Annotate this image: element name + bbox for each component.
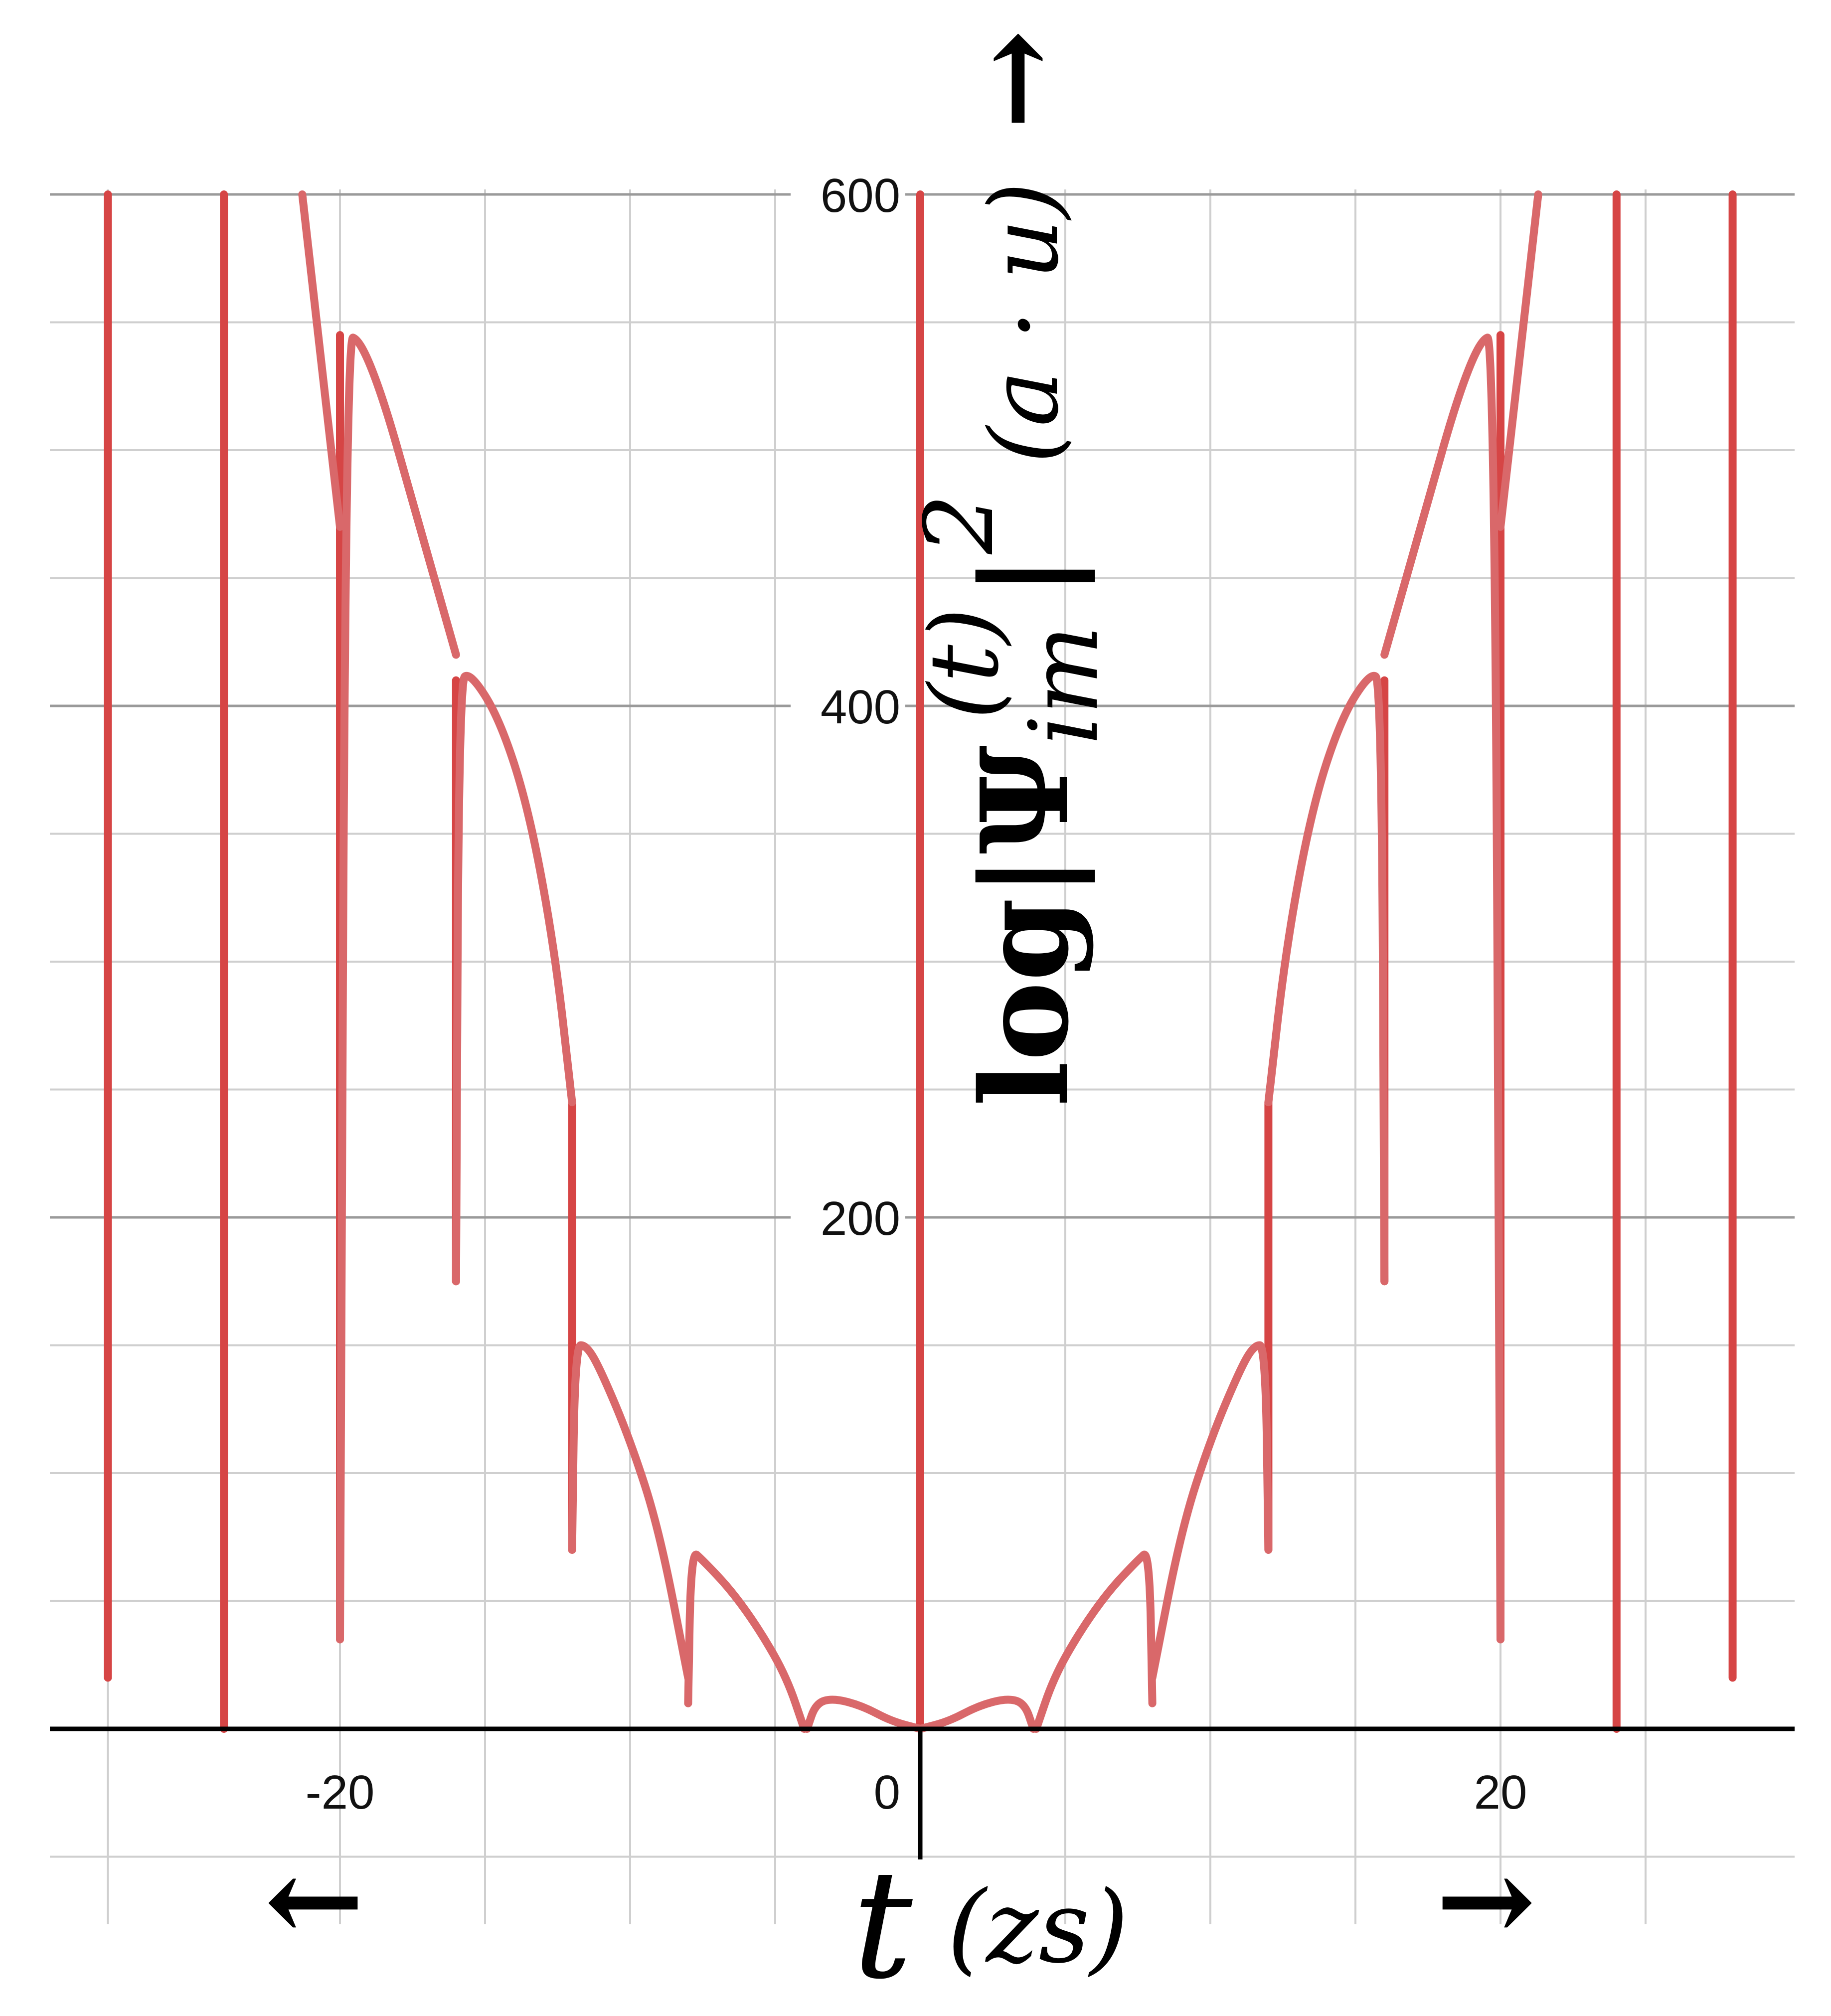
curve-branch <box>336 334 460 1644</box>
x-label-symbol: t <box>852 1838 913 2012</box>
curve-branch <box>1380 334 1504 1644</box>
y-tick-label: 400 <box>821 680 900 734</box>
curve-branch <box>916 1695 1037 1733</box>
x-tick-label: -20 <box>306 1766 375 1819</box>
axes <box>50 1726 1795 1859</box>
curve-branch <box>452 672 576 1286</box>
left-arrow: ← <box>264 1830 364 1970</box>
curve-branch <box>684 1550 809 1733</box>
y-label-power: 2 <box>904 494 1014 555</box>
y-label-close: | <box>955 554 1095 598</box>
curve-branch <box>1148 1341 1273 1682</box>
curve-branch <box>1497 190 1542 531</box>
curve-branch <box>568 1341 692 1682</box>
x-tick-label: 0 <box>874 1766 900 1819</box>
x-tick-label: 20 <box>1474 1766 1527 1819</box>
y-tick-label: 600 <box>821 169 900 222</box>
y-axis-label: log|Ψim(t) |2 (a · u) → <box>904 29 1119 1107</box>
y-label-prefix: log <box>955 898 1095 1107</box>
y-tick-label-bg <box>791 165 905 219</box>
y-tick-labels: 200 400 600 <box>791 165 905 1245</box>
y-label-sup: (t) <box>909 608 1019 720</box>
y-label-body: |Ψ <box>955 745 1095 897</box>
right-arrow: → <box>1436 1830 1536 1970</box>
curve-branch <box>298 190 344 531</box>
y-tick-label-bg <box>791 1187 905 1242</box>
curve-branch <box>1032 1550 1157 1733</box>
y-label-unit: (a · u) <box>969 182 1079 464</box>
x-label-unit: (zs) <box>947 1869 1129 1986</box>
x-axis-label: t (zs) <box>852 1838 1129 2012</box>
x-tick-labels: -20 0 20 <box>306 1766 1527 1819</box>
up-arrow: → <box>945 29 1085 130</box>
y-tick-label-bg <box>791 676 905 731</box>
data-curves <box>298 190 1542 1733</box>
curve-branch <box>803 1695 924 1733</box>
y-tick-label: 200 <box>821 1192 900 1245</box>
curve-branch <box>1264 672 1389 1286</box>
svg-text:log|Ψim(t)|2: log|Ψim(t) |2 <box>904 494 1119 1107</box>
y-label-sub: im <box>1009 625 1119 745</box>
